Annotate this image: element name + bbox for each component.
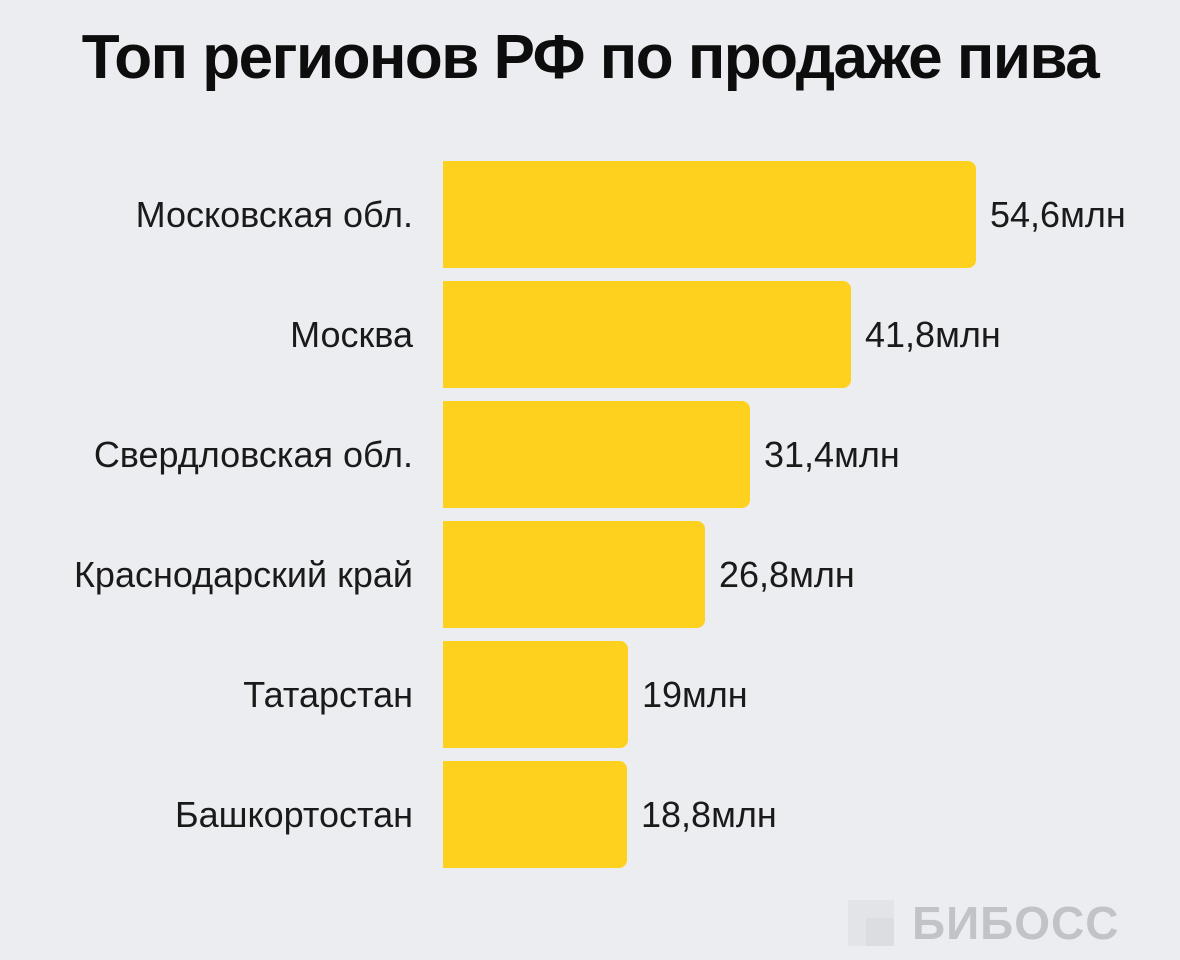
value-label: 31,4млн <box>764 434 900 475</box>
logo-text: БИБОСС <box>912 897 1120 949</box>
value-label: 54,6млн <box>990 194 1126 235</box>
category-label: Татарстан <box>243 674 413 715</box>
category-label: Башкортостан <box>174 794 413 835</box>
bar-row: Свердловская обл. 31,4млн <box>0 401 1180 508</box>
bar <box>443 161 976 268</box>
bar-row: Московская обл. 54,6млн <box>0 161 1180 268</box>
category-label: Краснодарский край <box>73 554 413 595</box>
bar-row: Татарстан 19млн <box>0 641 1180 748</box>
value-label: 26,8млн <box>719 554 855 595</box>
bar <box>443 761 627 868</box>
bar-row: Краснодарский край 26,8млн <box>0 521 1180 628</box>
brand-logo: БИБОСС <box>848 897 1119 949</box>
category-label: Москва <box>290 314 413 355</box>
bar-row: Москва 41,8млн <box>0 281 1180 388</box>
value-label: 18,8млн <box>641 794 777 835</box>
bar <box>443 641 628 748</box>
logo-mark-icon <box>848 900 894 946</box>
bar <box>443 401 750 508</box>
bar <box>443 281 851 388</box>
category-label: Московская обл. <box>135 194 413 235</box>
chart-title: Топ регионов РФ по продаже пива <box>81 23 1100 92</box>
bar <box>443 521 705 628</box>
value-label: 19млн <box>642 674 748 715</box>
value-label: 41,8млн <box>865 314 1001 355</box>
category-label: Свердловская обл. <box>93 434 413 475</box>
bar-row: Башкортостан 18,8млн <box>0 761 1180 868</box>
